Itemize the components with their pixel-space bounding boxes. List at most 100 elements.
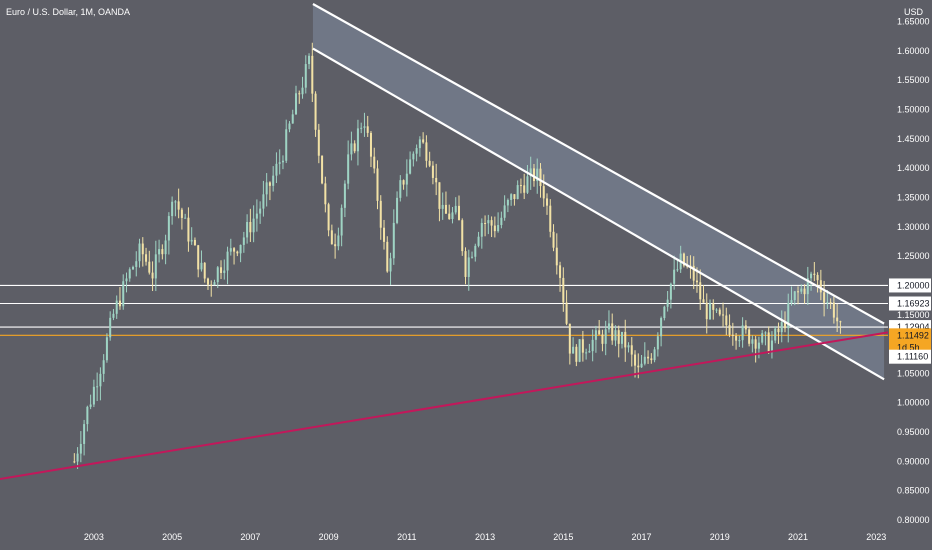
candle-body[interactable] <box>546 198 549 206</box>
candle-body[interactable] <box>145 254 148 262</box>
candle-body[interactable] <box>666 299 669 307</box>
candle-body[interactable] <box>262 194 265 209</box>
candle-body[interactable] <box>751 339 754 344</box>
candle-body[interactable] <box>493 225 496 232</box>
candle-body[interactable] <box>604 329 607 344</box>
candle-body[interactable] <box>174 201 177 203</box>
candle-body[interactable] <box>438 182 441 209</box>
candle-body[interactable] <box>467 257 470 277</box>
candle-body[interactable] <box>823 292 826 303</box>
candle-body[interactable] <box>819 280 822 293</box>
candle-body[interactable] <box>767 332 770 353</box>
candle-body[interactable] <box>806 278 809 295</box>
candle-body[interactable] <box>568 323 571 354</box>
candle-body[interactable] <box>396 197 399 223</box>
candle-body[interactable] <box>803 288 806 295</box>
candle-body[interactable] <box>233 248 236 252</box>
candle-body[interactable] <box>500 217 503 226</box>
candle-body[interactable] <box>444 204 447 214</box>
candle-body[interactable] <box>99 373 102 387</box>
candle-body[interactable] <box>96 386 99 388</box>
candle-body[interactable] <box>810 273 813 279</box>
candle-body[interactable] <box>741 325 744 341</box>
candle-body[interactable] <box>226 251 229 271</box>
candle-body[interactable] <box>532 168 535 182</box>
candle-body[interactable] <box>265 182 268 195</box>
candle-body[interactable] <box>695 280 698 283</box>
candle-body[interactable] <box>624 331 627 348</box>
candle-body[interactable] <box>369 132 372 157</box>
candle-body[interactable] <box>422 139 425 143</box>
candle-body[interactable] <box>715 309 718 311</box>
candle-body[interactable] <box>790 300 793 304</box>
candle-body[interactable] <box>542 186 545 199</box>
candle-body[interactable] <box>210 284 213 286</box>
candle-body[interactable] <box>343 183 346 208</box>
candle-body[interactable] <box>829 302 832 304</box>
candle-body[interactable] <box>552 231 555 248</box>
candle-body[interactable] <box>744 325 747 330</box>
candle-body[interactable] <box>180 209 183 218</box>
candle-body[interactable] <box>148 261 151 273</box>
candle-body[interactable] <box>793 291 796 301</box>
candle-body[interactable] <box>650 358 653 361</box>
candle-body[interactable] <box>712 303 715 310</box>
candle-body[interactable] <box>777 328 780 333</box>
candle-body[interactable] <box>797 291 800 293</box>
candle-body[interactable] <box>728 325 731 335</box>
candle-body[interactable] <box>141 243 144 255</box>
candle-body[interactable] <box>578 339 581 362</box>
candle-body[interactable] <box>663 306 666 319</box>
candle-body[interactable] <box>285 129 288 161</box>
candle-body[interactable] <box>376 168 379 201</box>
candle-body[interactable] <box>614 330 617 341</box>
candle-body[interactable] <box>164 240 167 255</box>
candle-body[interactable] <box>154 254 157 279</box>
candle-body[interactable] <box>620 331 624 344</box>
candle-body[interactable] <box>92 386 95 405</box>
candle-body[interactable] <box>757 342 760 349</box>
candle-body[interactable] <box>317 129 320 156</box>
candle-body[interactable] <box>216 267 219 283</box>
candle-body[interactable] <box>190 239 193 242</box>
candle-body[interactable] <box>503 205 506 218</box>
candle-body[interactable] <box>653 349 656 361</box>
candle-body[interactable] <box>572 346 575 354</box>
candle-body[interactable] <box>464 251 467 277</box>
candle-body[interactable] <box>722 314 725 316</box>
candle-body[interactable] <box>311 55 314 94</box>
candle-body[interactable] <box>474 245 477 257</box>
candle-body[interactable] <box>585 352 588 354</box>
candle-body[interactable] <box>490 220 493 226</box>
candle-body[interactable] <box>131 266 135 270</box>
candle-body[interactable] <box>484 222 487 224</box>
candle-body[interactable] <box>497 225 500 232</box>
candle-body[interactable] <box>471 256 474 258</box>
candle-body[interactable] <box>314 93 317 130</box>
candle-body[interactable] <box>83 424 86 444</box>
candle-body[interactable] <box>334 244 337 247</box>
candle-body[interactable] <box>89 404 92 407</box>
candle-body[interactable] <box>800 288 803 292</box>
channel-upper-line[interactable] <box>312 3 885 325</box>
candle-body[interactable] <box>647 356 650 359</box>
candle-body[interactable] <box>526 176 529 193</box>
candle-body[interactable] <box>480 222 483 237</box>
candle-body[interactable] <box>158 249 161 255</box>
candle-body[interactable] <box>725 315 728 326</box>
candle-body[interactable] <box>213 282 216 286</box>
candle-body[interactable] <box>122 281 125 307</box>
candle-body[interactable] <box>418 139 421 149</box>
candle-body[interactable] <box>255 213 258 219</box>
candle-body[interactable] <box>510 194 513 200</box>
candle-body[interactable] <box>673 269 676 284</box>
candle-body[interactable] <box>702 299 705 303</box>
candle-body[interactable] <box>327 204 330 231</box>
candle-body[interactable] <box>562 277 565 303</box>
candle-body[interactable] <box>246 222 249 238</box>
candle-body[interactable] <box>220 267 223 273</box>
candle-body[interactable] <box>731 334 734 336</box>
candle-body[interactable] <box>643 356 646 364</box>
candle-body[interactable] <box>272 175 275 186</box>
candle-body[interactable] <box>350 143 353 155</box>
